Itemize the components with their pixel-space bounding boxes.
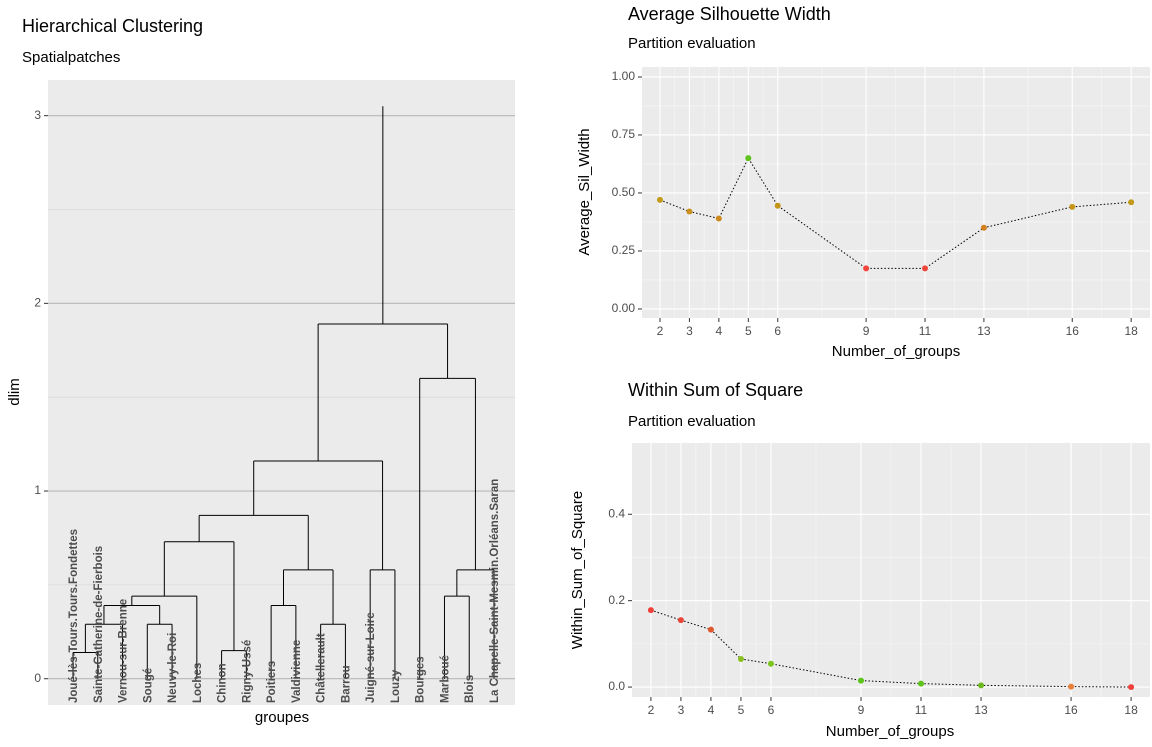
x-tick-label: 11 bbox=[915, 703, 928, 717]
leaf-label: Blois bbox=[464, 675, 476, 703]
line bbox=[650, 609, 1132, 688]
point bbox=[1128, 199, 1135, 206]
leaf-label: Rigny-Ussé bbox=[241, 640, 253, 703]
leaf-label: Loches bbox=[192, 663, 204, 703]
x-tick-label: 6 bbox=[774, 324, 781, 338]
y-tick-label: 0.00 bbox=[612, 301, 636, 315]
x-tick-label: 18 bbox=[1124, 703, 1138, 717]
leaf-label: Poitiers bbox=[266, 661, 278, 703]
panel-background bbox=[48, 80, 515, 705]
y-tick-label: 0.50 bbox=[612, 185, 636, 199]
x-tick-label: 6 bbox=[768, 703, 775, 717]
x-tick-label: 11 bbox=[919, 324, 932, 338]
point bbox=[1068, 683, 1075, 690]
x-tick-label: 18 bbox=[1124, 324, 1138, 338]
y-axis-title: Average_Sil_Width bbox=[576, 128, 593, 255]
y-tick-label: 0.4 bbox=[608, 506, 625, 520]
x-tick-label: 16 bbox=[1066, 324, 1080, 338]
leaf-label: Valdivienne bbox=[291, 640, 303, 703]
chart-subtitle: Partition evaluation bbox=[628, 35, 756, 52]
point bbox=[863, 265, 870, 272]
x-tick-label: 5 bbox=[738, 703, 745, 717]
point bbox=[980, 224, 987, 231]
y-tick-label: 2 bbox=[34, 296, 41, 310]
leaf-label: Vernou-sur-Brenne bbox=[118, 599, 130, 703]
point bbox=[918, 680, 925, 687]
chart-title: Within Sum of Square bbox=[628, 380, 803, 400]
x-tick-label: 3 bbox=[678, 703, 685, 717]
x-tick-label: 9 bbox=[863, 324, 870, 338]
point bbox=[767, 660, 774, 667]
point bbox=[857, 677, 864, 684]
chart-subtitle: Spatialpatches bbox=[22, 49, 120, 66]
point bbox=[656, 196, 663, 203]
leaf-label: Châtellerault bbox=[316, 633, 328, 703]
point bbox=[737, 655, 744, 662]
x-axis-title: Number_of_groups bbox=[832, 343, 960, 360]
leaf-label: Joué-lès-Tours.Tours.Fondettes bbox=[68, 529, 80, 703]
leaf-label: Louzy bbox=[390, 669, 402, 703]
point bbox=[922, 265, 929, 272]
leaf-label: Juigné-sur-Loire bbox=[365, 612, 377, 703]
x-tick-label: 13 bbox=[974, 703, 988, 717]
x-axis-title: groupes bbox=[255, 709, 309, 726]
leaf-label: Marboué bbox=[439, 655, 451, 703]
y-tick-label: 0 bbox=[34, 671, 41, 685]
chart-title: Hierarchical Clustering bbox=[22, 16, 203, 36]
x-tick-label: 4 bbox=[708, 703, 715, 717]
leaf-label: Sainte-Catherine-de-Fierbois bbox=[93, 546, 105, 703]
line bbox=[659, 157, 1132, 269]
y-tick-label: 0.75 bbox=[612, 127, 636, 141]
point bbox=[774, 202, 781, 209]
chart-title: Average Silhouette Width bbox=[628, 4, 831, 24]
y-axis-title: Within_Sum_of_Square bbox=[569, 491, 586, 649]
x-tick-label: 5 bbox=[745, 324, 752, 338]
point bbox=[707, 626, 714, 633]
point bbox=[745, 155, 752, 162]
point bbox=[978, 682, 985, 689]
point bbox=[677, 617, 684, 624]
x-tick-label: 9 bbox=[858, 703, 865, 717]
leaf-label: Chinon bbox=[217, 663, 229, 703]
chart-subtitle: Partition evaluation bbox=[628, 413, 756, 430]
y-tick-label: 0.0 bbox=[608, 679, 625, 693]
y-tick-label: 0.2 bbox=[608, 593, 625, 607]
x-tick-label: 3 bbox=[686, 324, 693, 338]
y-tick-label: 1.00 bbox=[612, 69, 636, 83]
point bbox=[1069, 203, 1076, 210]
leaf-label: Neuvy-le-Roi bbox=[167, 633, 179, 703]
y-tick-label: 1 bbox=[34, 483, 41, 497]
x-tick-label: 2 bbox=[648, 703, 655, 717]
y-tick-label: 0.25 bbox=[612, 243, 636, 257]
leaf-label: Bourges bbox=[415, 656, 427, 703]
leaf-label: La Chapelle-Saint-Mesmin.Orléans.Saran bbox=[489, 479, 501, 703]
point bbox=[715, 215, 722, 222]
point bbox=[647, 607, 654, 614]
point bbox=[686, 208, 693, 215]
y-axis-title: dlim bbox=[6, 378, 23, 406]
y-tick-label: 3 bbox=[34, 108, 41, 122]
point bbox=[1128, 684, 1135, 691]
x-tick-label: 4 bbox=[716, 324, 723, 338]
leaf-label: Sougé bbox=[142, 668, 154, 703]
x-tick-label: 16 bbox=[1064, 703, 1078, 717]
x-tick-label: 13 bbox=[977, 324, 991, 338]
x-tick-label: 2 bbox=[657, 324, 664, 338]
x-axis-title: Number_of_groups bbox=[826, 723, 954, 740]
leaf-label: Barrou bbox=[340, 665, 352, 703]
